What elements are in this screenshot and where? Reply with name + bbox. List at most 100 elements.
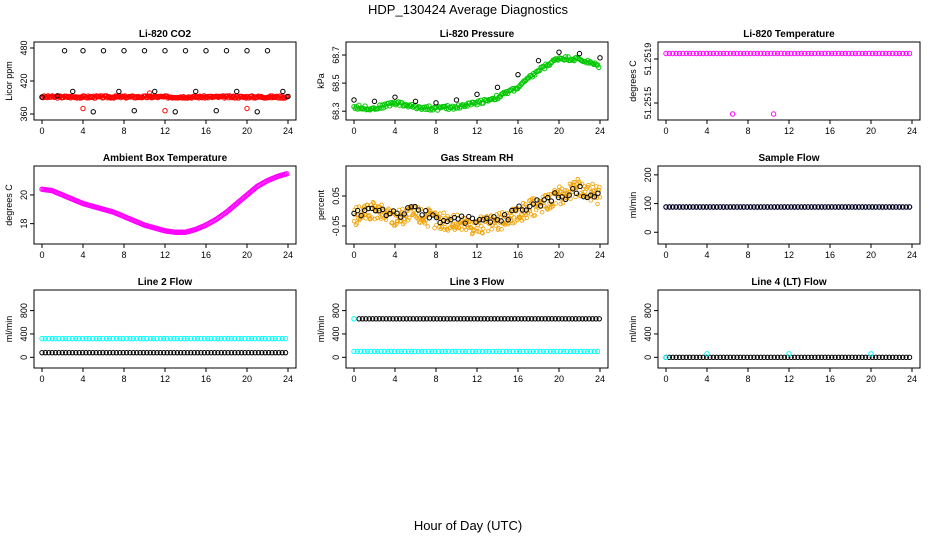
data-point: [86, 349, 93, 356]
data-point: [758, 50, 764, 57]
x-tick-label: 12: [784, 250, 794, 260]
data-point: [375, 105, 382, 111]
data-point: [66, 335, 72, 342]
data-point: [446, 348, 452, 355]
y-axis-label: ml/min: [628, 192, 638, 219]
data-point: [147, 349, 153, 356]
plot-marks: [351, 316, 602, 355]
y-axis-label: ml/min: [4, 316, 14, 343]
data-point: [829, 354, 835, 361]
data-point: [144, 335, 150, 342]
data-point: [886, 204, 892, 210]
data-point: [66, 349, 72, 356]
data-point: [724, 204, 730, 210]
data-point: [788, 204, 794, 210]
x-tick-label: 20: [242, 250, 252, 260]
data-point: [523, 207, 529, 213]
panel-5: Sample Flow ml/min 0 4 8 12 16 20 24 0 100 200: [628, 153, 921, 260]
data-point: [269, 335, 275, 342]
data-point: [123, 349, 130, 356]
data-point: [150, 349, 157, 356]
data-point: [770, 111, 777, 117]
data-point: [474, 316, 481, 322]
data-point: [832, 204, 838, 210]
x-tick-label: 8: [433, 126, 438, 136]
data-point: [80, 48, 86, 54]
data-point: [676, 50, 683, 57]
data-point: [730, 204, 737, 210]
data-point: [670, 50, 676, 57]
x-tick-label: 16: [513, 374, 523, 384]
y-tick-label: 360: [19, 106, 29, 121]
data-point: [710, 50, 717, 57]
data-point: [574, 348, 580, 355]
data-point: [703, 50, 710, 57]
page-title: HDP_130424 Average Diagnostics: [368, 2, 568, 17]
data-point: [845, 204, 852, 210]
data-point: [512, 220, 517, 225]
data-point: [90, 109, 96, 115]
y-axis-label: percent: [316, 189, 326, 220]
data-point: [729, 111, 736, 117]
data-point: [771, 50, 777, 57]
data-point: [419, 212, 425, 218]
y-tick-label: 800: [643, 303, 653, 318]
data-point: [704, 351, 710, 357]
data-point: [868, 351, 874, 357]
data-point: [471, 316, 477, 322]
data-point: [205, 335, 211, 342]
data-point: [415, 205, 421, 210]
data-point: [386, 316, 393, 322]
data-point: [720, 204, 727, 210]
data-point: [883, 50, 889, 57]
data-point: [377, 102, 383, 108]
data-point: [430, 316, 437, 322]
x-tick-label: 12: [160, 250, 170, 260]
data-point: [754, 204, 761, 210]
data-point: [825, 354, 832, 361]
y-axis-label: degrees C: [628, 60, 638, 102]
x-tick-label: 0: [351, 126, 356, 136]
data-point: [401, 211, 407, 217]
data-point: [801, 204, 808, 210]
y-tick-label: 18: [19, 219, 29, 229]
data-point: [62, 349, 69, 356]
data-point: [547, 348, 553, 355]
data-point: [537, 203, 544, 209]
data-point: [737, 50, 744, 57]
data-point: [473, 219, 479, 225]
data-point: [785, 354, 791, 361]
data-point: [795, 50, 801, 57]
data-point: [693, 354, 700, 361]
x-tick-label: 0: [39, 374, 44, 384]
data-point: [485, 228, 491, 234]
data-point: [474, 91, 480, 98]
data-point: [407, 103, 414, 109]
data-point: [818, 50, 825, 57]
data-point: [544, 206, 550, 211]
data-point: [663, 354, 669, 361]
data-point: [453, 97, 460, 103]
data-point: [363, 316, 369, 322]
data-point: [572, 316, 579, 322]
data-point: [374, 348, 381, 355]
data-point: [835, 354, 842, 361]
data-point: [805, 50, 811, 57]
data-point: [154, 335, 160, 342]
x-tick-label: 24: [907, 250, 917, 260]
x-tick-label: 0: [663, 126, 668, 136]
data-point: [812, 50, 818, 57]
data-point: [436, 104, 442, 110]
data-point: [594, 348, 601, 355]
data-point: [534, 197, 540, 203]
data-point: [734, 204, 740, 210]
data-point: [39, 94, 45, 100]
data-point: [506, 348, 513, 355]
data-point: [130, 349, 137, 356]
data-point: [873, 354, 879, 361]
data-point: [476, 216, 483, 223]
data-point: [545, 207, 550, 212]
data-point: [466, 348, 472, 355]
data-point: [252, 335, 258, 342]
data-point: [432, 348, 438, 355]
